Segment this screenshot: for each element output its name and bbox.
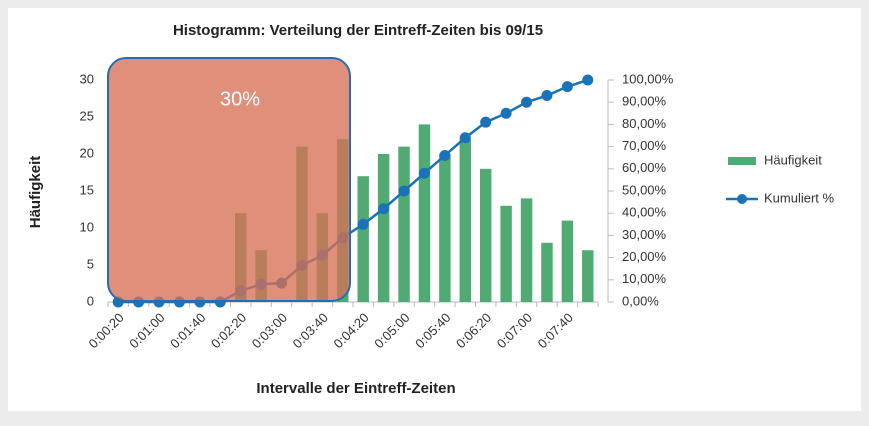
bar [500, 205, 512, 302]
line-point [500, 107, 512, 119]
y2-tick-label: 100,00% [622, 71, 674, 86]
y-tick-label: 5 [87, 256, 94, 271]
y-tick-label: 15 [80, 182, 94, 197]
bar [377, 154, 390, 302]
y2-tick-label: 60,00% [622, 160, 667, 175]
legend-label: Kumuliert % [764, 190, 835, 205]
line-point [439, 149, 451, 161]
y-tick-label: 0 [87, 293, 94, 308]
line-point [561, 81, 573, 93]
bar [398, 146, 410, 302]
line-point [521, 96, 533, 108]
line-point [459, 132, 471, 144]
line-point [541, 90, 553, 102]
bar [439, 154, 451, 302]
line-point [480, 116, 492, 128]
annotation-box [107, 57, 351, 302]
line-point [418, 167, 430, 179]
y2-tick-label: 0,00% [622, 293, 659, 308]
line-point [378, 203, 390, 215]
y2-tick-label: 50,00% [622, 182, 667, 197]
y-tick-label: 10 [80, 219, 94, 234]
y2-tick-label: 70,00% [622, 138, 667, 153]
y2-tick-label: 90,00% [622, 94, 667, 109]
y-tick-label: 30 [80, 71, 94, 86]
bar [561, 220, 574, 302]
legend-swatch [737, 194, 747, 204]
legend-label: Häufigkeit [764, 152, 822, 167]
y2-tick-label: 30,00% [622, 227, 667, 242]
bar [459, 139, 472, 302]
legend-swatch [728, 157, 756, 165]
y-axis-title: Häufigkeit [27, 156, 44, 229]
line-point [357, 218, 369, 230]
line-point [582, 74, 594, 86]
y-tick-label: 25 [80, 108, 94, 123]
y2-tick-label: 20,00% [622, 249, 667, 264]
bar [582, 250, 594, 302]
chart-title: Histogramm: Verteilung der Eintreff-Zeit… [173, 22, 543, 39]
bar [357, 176, 369, 302]
y-tick-label: 20 [80, 145, 94, 160]
bar [418, 124, 431, 303]
bar [479, 168, 492, 302]
y2-tick-label: 40,00% [622, 205, 667, 220]
y2-tick-label: 80,00% [622, 116, 667, 131]
bar [520, 198, 533, 302]
x-axis-title: Intervalle der Eintreff-Zeiten [256, 380, 455, 397]
line-point [398, 185, 410, 197]
bar [541, 242, 553, 302]
y2-tick-label: 10,00% [622, 271, 667, 286]
annotation-label: 30% [220, 88, 260, 110]
